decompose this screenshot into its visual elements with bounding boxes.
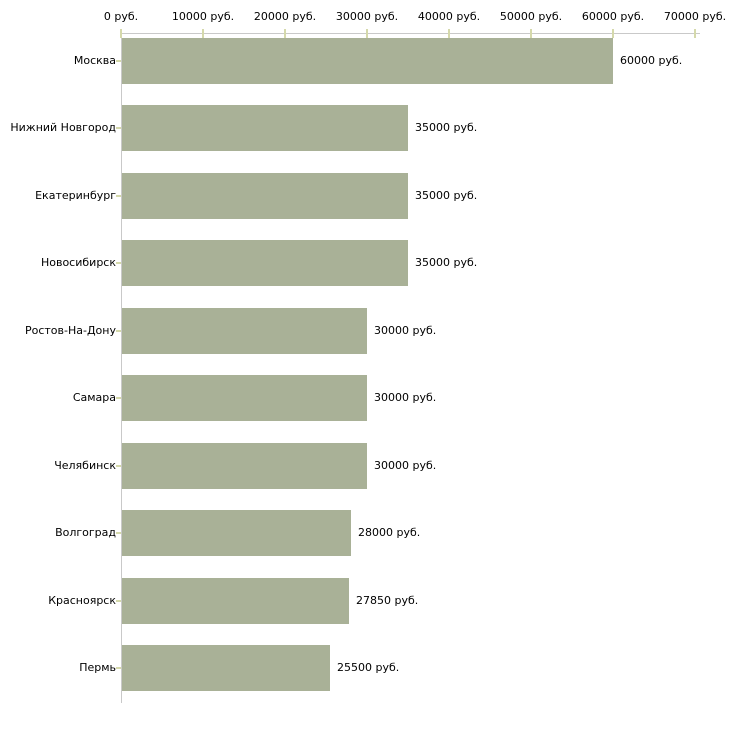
value-label: 30000 руб. <box>374 323 437 337</box>
bar <box>122 375 367 421</box>
value-label: 30000 руб. <box>374 391 437 404</box>
bar <box>122 645 330 691</box>
bar <box>122 240 408 286</box>
bar <box>122 105 408 151</box>
x-axis-tick-mark <box>612 29 614 38</box>
value-label: 35000 руб. <box>415 256 478 269</box>
bar <box>122 307 367 354</box>
value-label: 28000 руб. <box>358 526 421 539</box>
category-label: Пермь <box>79 661 116 674</box>
y-axis-tick-mark <box>116 532 121 534</box>
x-axis-tick-mark <box>366 29 368 38</box>
bar <box>122 172 408 219</box>
x-axis-tick-mark <box>120 29 122 38</box>
x-axis-tick-label: 10000 руб. <box>171 10 235 23</box>
category-label: Волгоград <box>55 526 116 539</box>
value-label: 30000 руб. <box>374 458 437 472</box>
bar <box>122 510 351 556</box>
category-label: Красноярск <box>48 593 116 607</box>
y-axis-tick-mark <box>116 667 121 669</box>
value-label: 35000 руб. <box>415 188 478 202</box>
value-label: 35000 руб. <box>415 121 478 134</box>
x-axis-tick-mark <box>694 29 696 38</box>
x-axis-tick-mark <box>530 29 532 38</box>
category-label: Новосибирск <box>40 256 116 269</box>
category-label: Ростов-На-Дону <box>24 323 116 337</box>
y-axis-line <box>121 33 122 703</box>
x-axis-tick-label: 30000 руб. <box>335 10 399 23</box>
y-axis-tick-mark <box>116 464 121 467</box>
category-label: Челябинск <box>54 458 116 472</box>
value-label: 25500 руб. <box>337 661 400 674</box>
x-axis-tick-label: 40000 руб. <box>417 10 481 23</box>
value-label: 27850 руб. <box>356 593 419 607</box>
category-label: Самара <box>72 391 116 404</box>
x-axis-tick-mark <box>448 29 450 38</box>
value-label: 60000 руб. <box>620 53 683 67</box>
x-axis-tick-label: 20000 руб. <box>253 10 317 23</box>
x-axis-tick-label: 0 руб. <box>103 10 139 23</box>
bar <box>122 37 613 84</box>
y-axis-tick-mark <box>116 262 121 264</box>
bar <box>122 577 349 624</box>
y-axis-tick-mark <box>116 329 121 332</box>
y-axis-tick-mark <box>116 59 121 62</box>
y-axis-tick-mark <box>116 194 121 197</box>
y-axis-tick-mark <box>116 127 121 129</box>
category-label: Екатеринбург <box>35 188 116 202</box>
x-axis-tick-label: 70000 руб. <box>663 10 727 23</box>
x-axis-tick-label: 60000 руб. <box>581 10 645 23</box>
y-axis-tick-mark <box>116 599 121 602</box>
x-axis-tick-mark <box>284 29 286 38</box>
bar <box>122 442 367 489</box>
x-axis-tick-mark <box>202 29 204 38</box>
category-label: Москва <box>73 53 116 67</box>
x-axis-tick-label: 50000 руб. <box>499 10 563 23</box>
category-label: Нижний Новгород <box>10 121 116 134</box>
y-axis-tick-mark <box>116 397 121 399</box>
x-axis-line <box>121 33 700 34</box>
